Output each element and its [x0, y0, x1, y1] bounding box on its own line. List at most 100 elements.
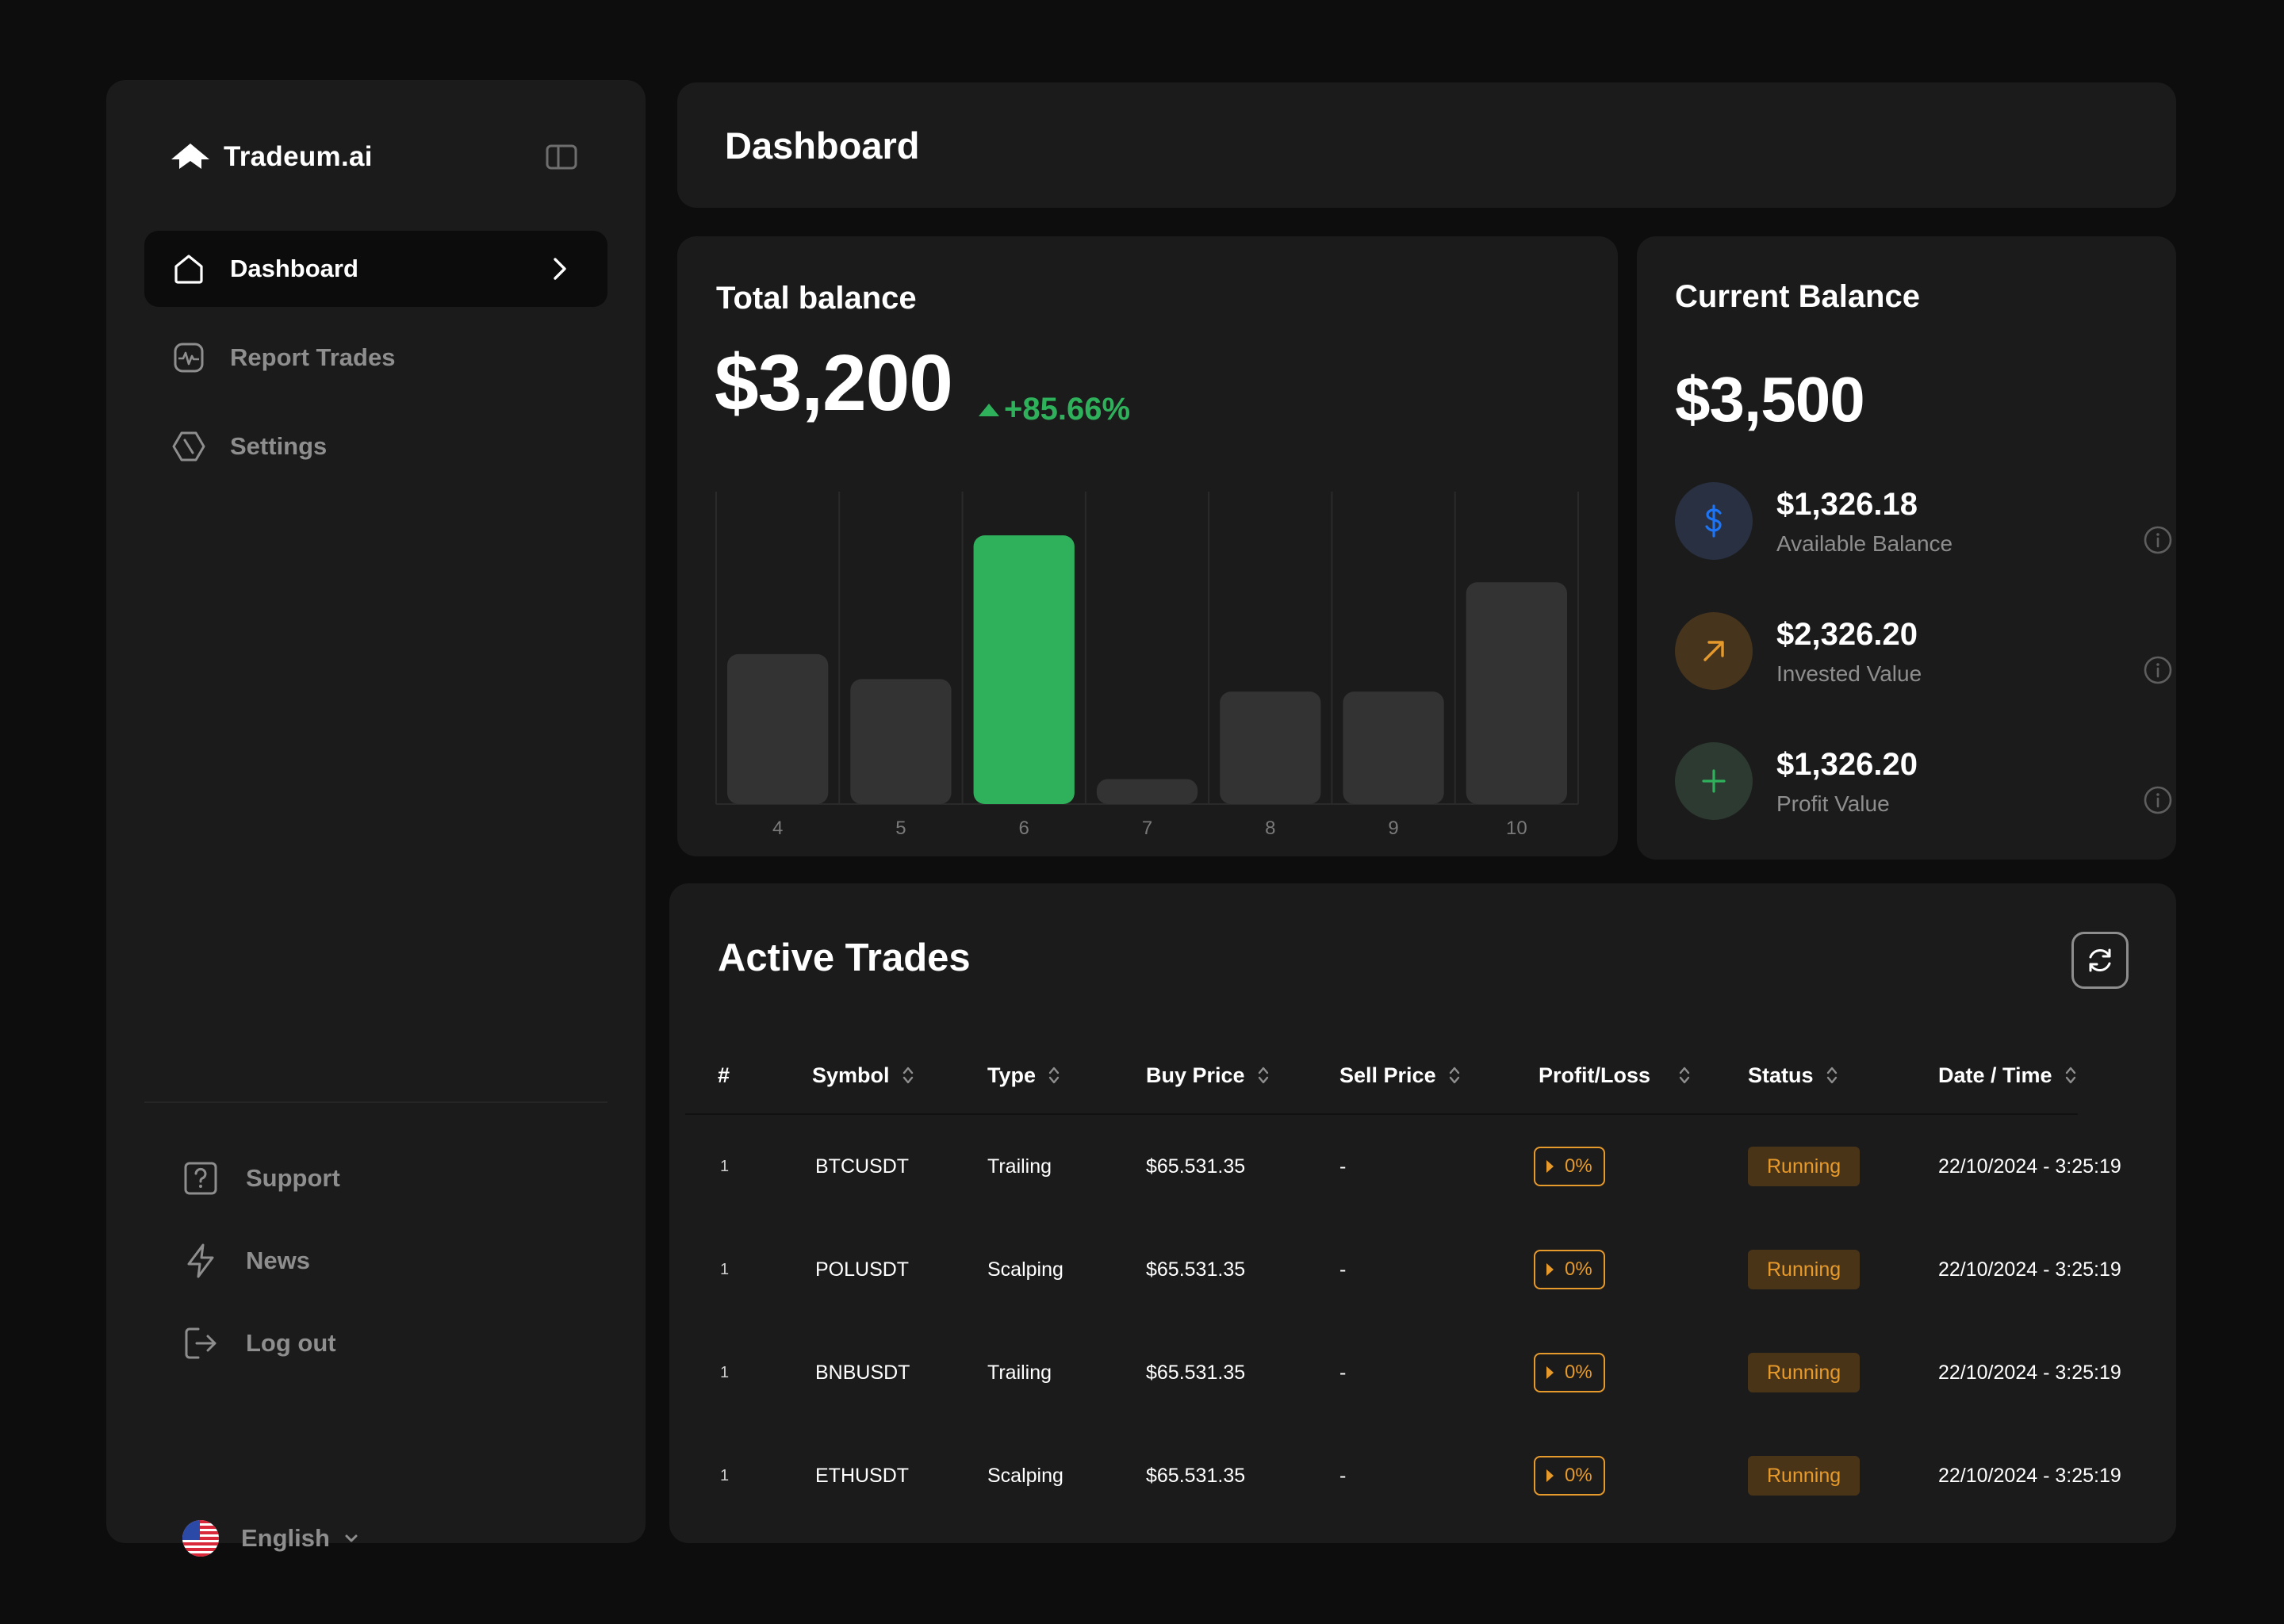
cell-number: 1 — [720, 1157, 730, 1175]
refresh-button[interactable] — [2071, 932, 2129, 989]
sidebar-item-label: Log out — [246, 1329, 336, 1357]
cell-status: Running — [1748, 1115, 1861, 1218]
play-icon — [1546, 1160, 1554, 1173]
sidebar-item-label: Dashboard — [230, 255, 358, 282]
play-icon — [1546, 1469, 1554, 1482]
us-flag-icon — [182, 1520, 219, 1557]
balance-change: +85.66% — [979, 392, 1130, 427]
chart-tick-label: 6 — [1019, 818, 1029, 839]
chevron-right-icon — [554, 258, 566, 280]
column-header-date-time[interactable]: Date / Time — [1938, 1059, 2078, 1091]
sidebar-divider — [144, 1101, 607, 1103]
table-row[interactable]: 1 POLUSDT Scalping $65.531.35 - 0% Runni… — [669, 1218, 2176, 1321]
profit-loss-value: 0% — [1565, 1258, 1592, 1280]
active-trades-card: Active Trades # Symbol Type Buy Price Se… — [669, 883, 2176, 1543]
profit-loss-value: 0% — [1565, 1155, 1592, 1177]
table-row[interactable]: 1 ETHUSDT Scalping $65.531.35 - 0% Runni… — [669, 1424, 2176, 1527]
cell-symbol: BNBUSDT — [815, 1361, 910, 1384]
chart-bar[interactable] — [1343, 691, 1444, 804]
available-balance-label: Available Balance — [1776, 531, 1953, 556]
total-balance-card: Total balance $3,200 +85.66% 4 5 6 7 8 9 10 — [677, 236, 1618, 856]
chart-bar[interactable] — [727, 653, 829, 804]
home-icon — [174, 255, 203, 284]
sort-icon — [1048, 1067, 1060, 1084]
cell-type: Scalping — [987, 1464, 1063, 1487]
cell-buy-price: $65.531.35 — [1146, 1155, 1246, 1178]
column-header-symbol[interactable]: Symbol — [812, 1059, 915, 1091]
sidebar-item-report-trades[interactable]: Report Trades — [144, 320, 607, 396]
sort-icon — [902, 1067, 913, 1084]
status-badge: Running — [1748, 1353, 1861, 1392]
cell-status: Running — [1748, 1218, 1861, 1321]
sidebar-item-label: News — [246, 1247, 310, 1274]
info-icon[interactable] — [2143, 785, 2173, 815]
cell-buy-price: $65.531.35 — [1146, 1361, 1246, 1384]
cell-date-time: 22/10/2024 - 3:25:19 — [1938, 1361, 2121, 1384]
profit-value-badge — [1675, 742, 1753, 820]
language-selector[interactable]: English — [182, 1520, 360, 1557]
column-header-profit-loss[interactable]: Profit/Loss — [1539, 1059, 1692, 1091]
column-header-label: Status — [1748, 1063, 1814, 1087]
info-icon[interactable] — [2143, 525, 2173, 555]
column-header-label: # — [718, 1063, 730, 1087]
column-header-label: Type — [987, 1063, 1037, 1087]
table-header-divider — [685, 1113, 2078, 1115]
cell-buy-price: $65.531.35 — [1146, 1258, 1246, 1281]
brand-name: Tradeum.ai — [224, 141, 373, 172]
dollar-icon — [1705, 504, 1722, 538]
logo-icon — [171, 144, 209, 169]
sort-icon — [1449, 1067, 1459, 1084]
chart-tick-label: 5 — [895, 818, 906, 839]
sidebar-item-settings[interactable]: Settings — [144, 408, 607, 485]
chart-bar[interactable] — [1096, 779, 1198, 804]
cell-profit-loss: 0% — [1534, 1424, 1605, 1527]
profit-loss-badge: 0% — [1534, 1147, 1605, 1186]
column-header-type[interactable]: Type — [987, 1059, 1061, 1091]
available-balance-badge — [1675, 482, 1753, 560]
page-header: Dashboard — [677, 82, 2176, 208]
cell-buy-price: $65.531.35 — [1146, 1464, 1246, 1487]
cell-symbol: POLUSDT — [815, 1258, 910, 1281]
column-header-sell-price[interactable]: Sell Price — [1339, 1059, 1462, 1091]
available-balance-row: $1,326.18 Available Balance — [1675, 482, 2172, 561]
column-header-buy-price[interactable]: Buy Price — [1146, 1059, 1270, 1091]
info-icon[interactable] — [2143, 655, 2173, 685]
table-row[interactable]: 1 BNBUSDT Trailing $65.531.35 - 0% Runni… — [669, 1321, 2176, 1424]
profit-value-label: Profit Value — [1776, 791, 1890, 816]
sidebar-toggle-icon[interactable] — [546, 144, 577, 170]
sidebar-item-news[interactable]: News — [182, 1239, 310, 1283]
profit-loss-badge: 0% — [1534, 1353, 1605, 1392]
profit-loss-value: 0% — [1565, 1362, 1592, 1383]
profit-loss-badge: 0% — [1534, 1250, 1605, 1289]
arrow-up-right-icon — [1703, 641, 1724, 661]
sidebar-item-dashboard[interactable]: Dashboard — [144, 231, 607, 307]
sidebar-item-logout[interactable]: Log out — [182, 1321, 336, 1365]
chart-bar[interactable] — [850, 679, 952, 804]
cell-profit-loss: 0% — [1534, 1115, 1605, 1218]
current-balance-card: Current Balance $3,500 $1,326.18 Availab… — [1637, 236, 2176, 860]
total-balance-label: Total balance — [716, 281, 917, 316]
cell-number: 1 — [720, 1363, 730, 1381]
cell-number: 1 — [720, 1260, 730, 1278]
table-row[interactable]: 1 BTCUSDT Trailing $65.531.35 - 0% Runni… — [669, 1115, 2176, 1218]
chart-bar[interactable] — [1220, 691, 1321, 804]
profit-loss-value: 0% — [1565, 1465, 1592, 1486]
brand[interactable]: Tradeum.ai — [170, 140, 373, 174]
sidebar-item-support[interactable]: Support — [182, 1156, 340, 1201]
cell-date-time: 22/10/2024 - 3:25:19 — [1938, 1155, 2121, 1178]
language-label: English — [241, 1524, 330, 1552]
total-balance-amount: $3,200 — [715, 339, 953, 427]
chart-bar[interactable] — [973, 535, 1075, 804]
invested-value-row: $2,326.20 Invested Value — [1675, 612, 2172, 691]
play-icon — [1546, 1263, 1554, 1276]
chart-bar[interactable] — [1466, 582, 1567, 804]
column-header-label: Date / Time — [1938, 1063, 2052, 1087]
invested-value-label: Invested Value — [1776, 661, 1922, 686]
column-header-label: Profit/Loss — [1539, 1063, 1651, 1087]
balance-bar-chart: 4 5 6 7 8 9 10 — [715, 492, 1579, 839]
cell-sell-price: - — [1339, 1258, 1347, 1281]
column-header-label: Symbol — [812, 1063, 890, 1087]
column-header-status[interactable]: Status — [1748, 1059, 1839, 1091]
sort-icon — [1826, 1067, 1837, 1084]
sidebar-item-label: Support — [246, 1164, 340, 1192]
